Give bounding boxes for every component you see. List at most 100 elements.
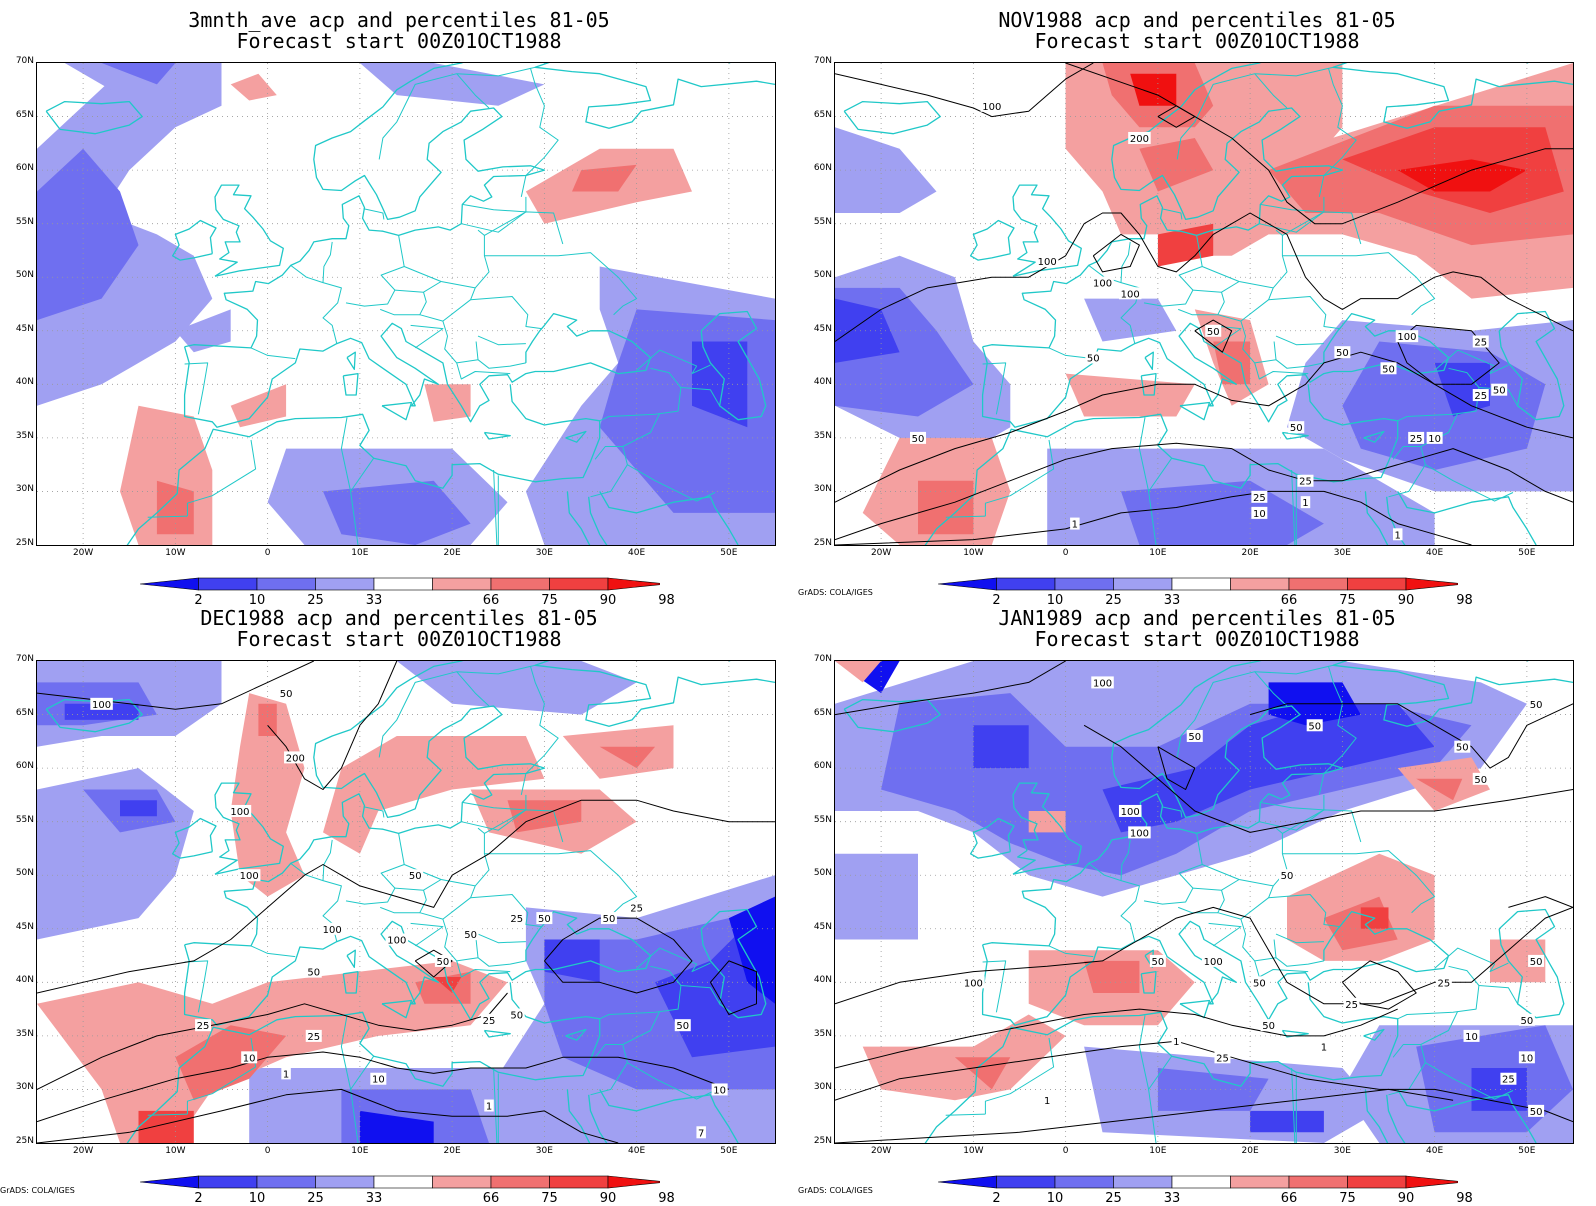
contour-label: 50 xyxy=(409,871,422,882)
contour-label-bg xyxy=(1319,1040,1329,1053)
colorbar-arrow-right xyxy=(1405,1175,1458,1189)
lat-label: 40N xyxy=(813,975,832,986)
shade-r3-region xyxy=(138,1110,194,1143)
contour-label: 100 xyxy=(1093,279,1112,290)
country-border xyxy=(462,801,526,811)
contour-label: 50 xyxy=(1087,354,1100,365)
contour-label: 200 xyxy=(286,753,305,764)
colorbar-segment xyxy=(1288,577,1348,591)
shade-b3-region xyxy=(101,63,176,85)
lat-label: 40N xyxy=(15,377,34,388)
lon-label: 20W xyxy=(72,548,94,558)
contour-label: 100 xyxy=(1204,957,1223,968)
contour-label-bg xyxy=(90,697,113,710)
coastline xyxy=(381,401,413,421)
country-border xyxy=(419,885,476,920)
lat-label: 65N xyxy=(813,109,832,120)
contour-label-bg xyxy=(711,1083,728,1096)
colorbar-label: 33 xyxy=(1163,593,1181,608)
country-border xyxy=(186,439,257,517)
contour-label: 100 xyxy=(323,925,342,936)
contour-label-bg xyxy=(1091,276,1114,289)
lon-label: 40E xyxy=(1426,548,1444,558)
country-border xyxy=(493,469,498,545)
grads-credit: GrADS: COLA/IGES xyxy=(798,588,873,597)
colorbar-segment xyxy=(256,1175,316,1189)
lat-label: 35N xyxy=(813,1028,832,1039)
country-border xyxy=(470,296,542,330)
coastline xyxy=(566,1089,591,1143)
contour-label-bg xyxy=(1334,346,1351,359)
lat-label: 70N xyxy=(813,654,832,664)
coastline xyxy=(1140,970,1157,994)
contour-label: 50 xyxy=(280,689,293,700)
country-border xyxy=(1397,965,1480,1020)
colorbar-label: 75 xyxy=(1339,593,1356,608)
contour-label: 25 xyxy=(1216,1053,1229,1064)
country-border xyxy=(442,918,479,962)
panel-title-line1: 3mnth_ave acp and percentiles 81-05 xyxy=(188,8,610,32)
shade-r2-region xyxy=(156,480,194,535)
country-border xyxy=(250,347,296,360)
contour-line xyxy=(1157,746,1196,790)
colorbar-arrow-right xyxy=(607,1175,660,1189)
country-border xyxy=(363,208,385,220)
map-frame: 100 200 100 100 100 50 50 50 50 100 50 50 25 25 25 10 10… xyxy=(834,62,1574,546)
contour-label-bg xyxy=(1408,431,1425,444)
colorbar-segment xyxy=(315,1175,375,1189)
contour-label: 25 xyxy=(1345,1000,1358,1011)
shade-r2-region xyxy=(918,480,974,535)
colorbar-segment xyxy=(198,1175,258,1189)
shade-r1-region xyxy=(835,661,882,683)
contour-label: 50 xyxy=(1521,1016,1534,1027)
contour-line xyxy=(37,1088,619,1143)
precipitation-percentile-map: 100 100 50 50 50 50 50 100 50 100 50 50 50 25 10 1 1 1 25 2… xyxy=(835,661,1573,1143)
contour-label: 50 xyxy=(1290,423,1303,434)
grads-credit: GrADS: COLA/IGES xyxy=(798,1186,873,1195)
lon-label: 30E xyxy=(1333,548,1351,558)
colorbar-segment xyxy=(373,577,433,591)
country-border xyxy=(484,211,564,245)
country-border xyxy=(147,515,188,518)
contour-label: 100 xyxy=(92,700,111,711)
contour-label: 100 xyxy=(964,978,983,989)
contour-line xyxy=(835,212,1573,342)
shade-b2-region xyxy=(1250,1110,1324,1133)
contour-label: 25 xyxy=(197,1021,210,1032)
country-border xyxy=(1176,665,1329,758)
lat-label: 25N xyxy=(813,1136,832,1146)
coastline xyxy=(843,100,941,135)
contour-label: 50 xyxy=(307,968,320,979)
contour-label-bg xyxy=(1395,330,1419,343)
shade-r2-region xyxy=(1084,960,1140,993)
contour-label: 100 xyxy=(1397,332,1416,343)
shade-r2-region xyxy=(175,1025,287,1101)
contour-label-bg xyxy=(508,1008,525,1021)
contour-line xyxy=(1342,960,1417,1010)
contour-label: 50 xyxy=(1456,743,1469,754)
contour-label: 1 xyxy=(1173,1037,1179,1048)
lon-label: 10W xyxy=(165,548,186,558)
precipitation-percentile-map: 100 200 100 100 50 50 50 50 25 25 100 100 50 50 50 25 10… xyxy=(37,661,775,1143)
lat-label: 35N xyxy=(15,1028,34,1039)
country-border xyxy=(1148,457,1173,545)
contour-label: 50 xyxy=(1253,978,1266,989)
country-border xyxy=(590,1062,628,1096)
country-border xyxy=(250,945,296,958)
lat-label: 60N xyxy=(813,163,832,174)
coastline xyxy=(982,63,1573,349)
country-border xyxy=(1259,794,1325,831)
country-border xyxy=(1420,446,1514,502)
lon-label: 20E xyxy=(443,1146,461,1156)
contour-line xyxy=(37,992,508,1090)
colorbar-label: 10 xyxy=(1046,593,1064,608)
country-border xyxy=(350,457,375,545)
contour-label-bg xyxy=(1279,869,1296,882)
colorbar-segment xyxy=(373,1175,433,1189)
coastline xyxy=(45,100,143,135)
contour-label: 50 xyxy=(1336,348,1349,359)
coastline xyxy=(924,982,1399,1143)
country-border xyxy=(404,229,490,289)
colorbar-segment xyxy=(1347,577,1407,591)
shade-b4-region xyxy=(359,63,545,106)
